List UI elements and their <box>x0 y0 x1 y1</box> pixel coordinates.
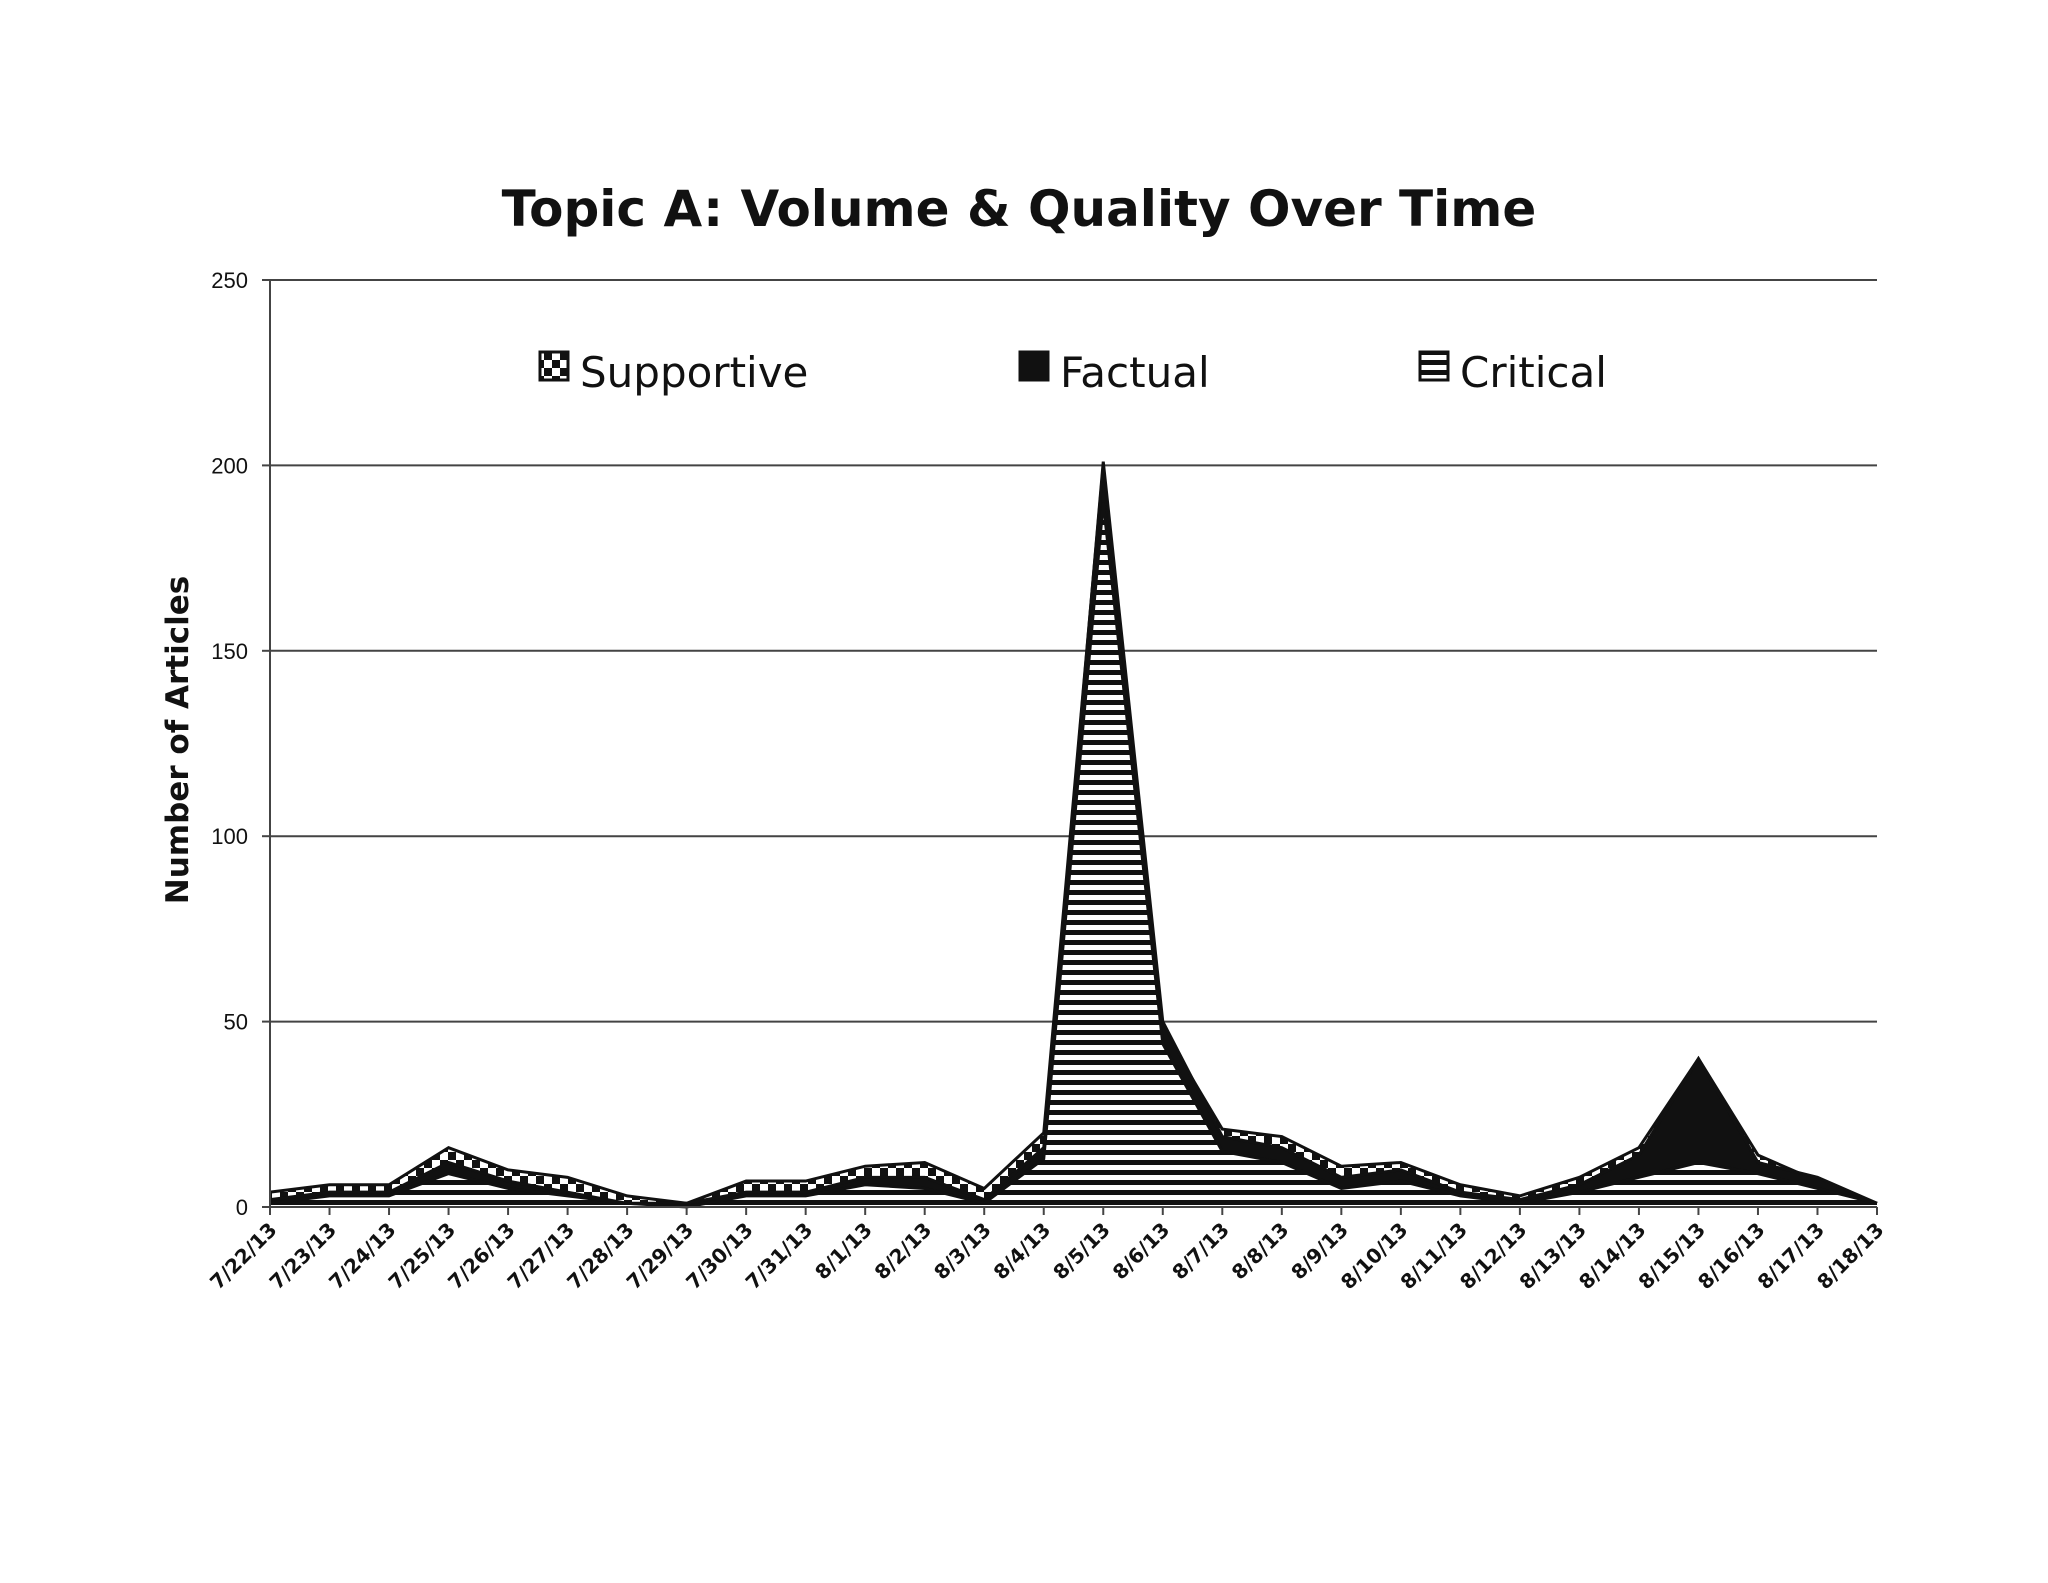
legend-label: Supportive <box>580 348 808 397</box>
y-tick-label-250: 250 <box>211 268 248 293</box>
y-tick-label-200: 200 <box>211 453 248 478</box>
series-critical <box>269 502 1878 1209</box>
y-axis-ticks: 0 50 100 150 200 250 <box>211 268 270 1220</box>
legend-label: Critical <box>1460 348 1607 397</box>
y-tick-label-100: 100 <box>211 824 248 849</box>
y-axis-label: Number of Articles <box>160 576 196 904</box>
axes <box>269 280 1877 1208</box>
y-tick-label-0: 0 <box>236 1195 248 1220</box>
legend-swatch <box>538 350 570 382</box>
legend-swatch <box>1418 350 1450 382</box>
legend-swatch <box>1018 350 1050 382</box>
line-critical <box>269 502 1878 1209</box>
y-tick-label-150: 150 <box>211 639 248 664</box>
area-critical <box>270 502 1877 1208</box>
legend-label: Factual <box>1060 348 1210 397</box>
legend-item-critical: Critical <box>1418 348 1607 397</box>
series-layer <box>269 461 1878 1209</box>
legend: Supportive Factual Critical <box>538 348 1607 397</box>
legend-item-factual: Factual <box>1018 348 1210 397</box>
chart-title: Topic A: Volume & Quality Over Time <box>502 180 1537 238</box>
legend-item-supportive: Supportive <box>538 348 808 397</box>
y-tick-label-50: 50 <box>224 1010 248 1035</box>
line-factual <box>269 461 1878 1205</box>
